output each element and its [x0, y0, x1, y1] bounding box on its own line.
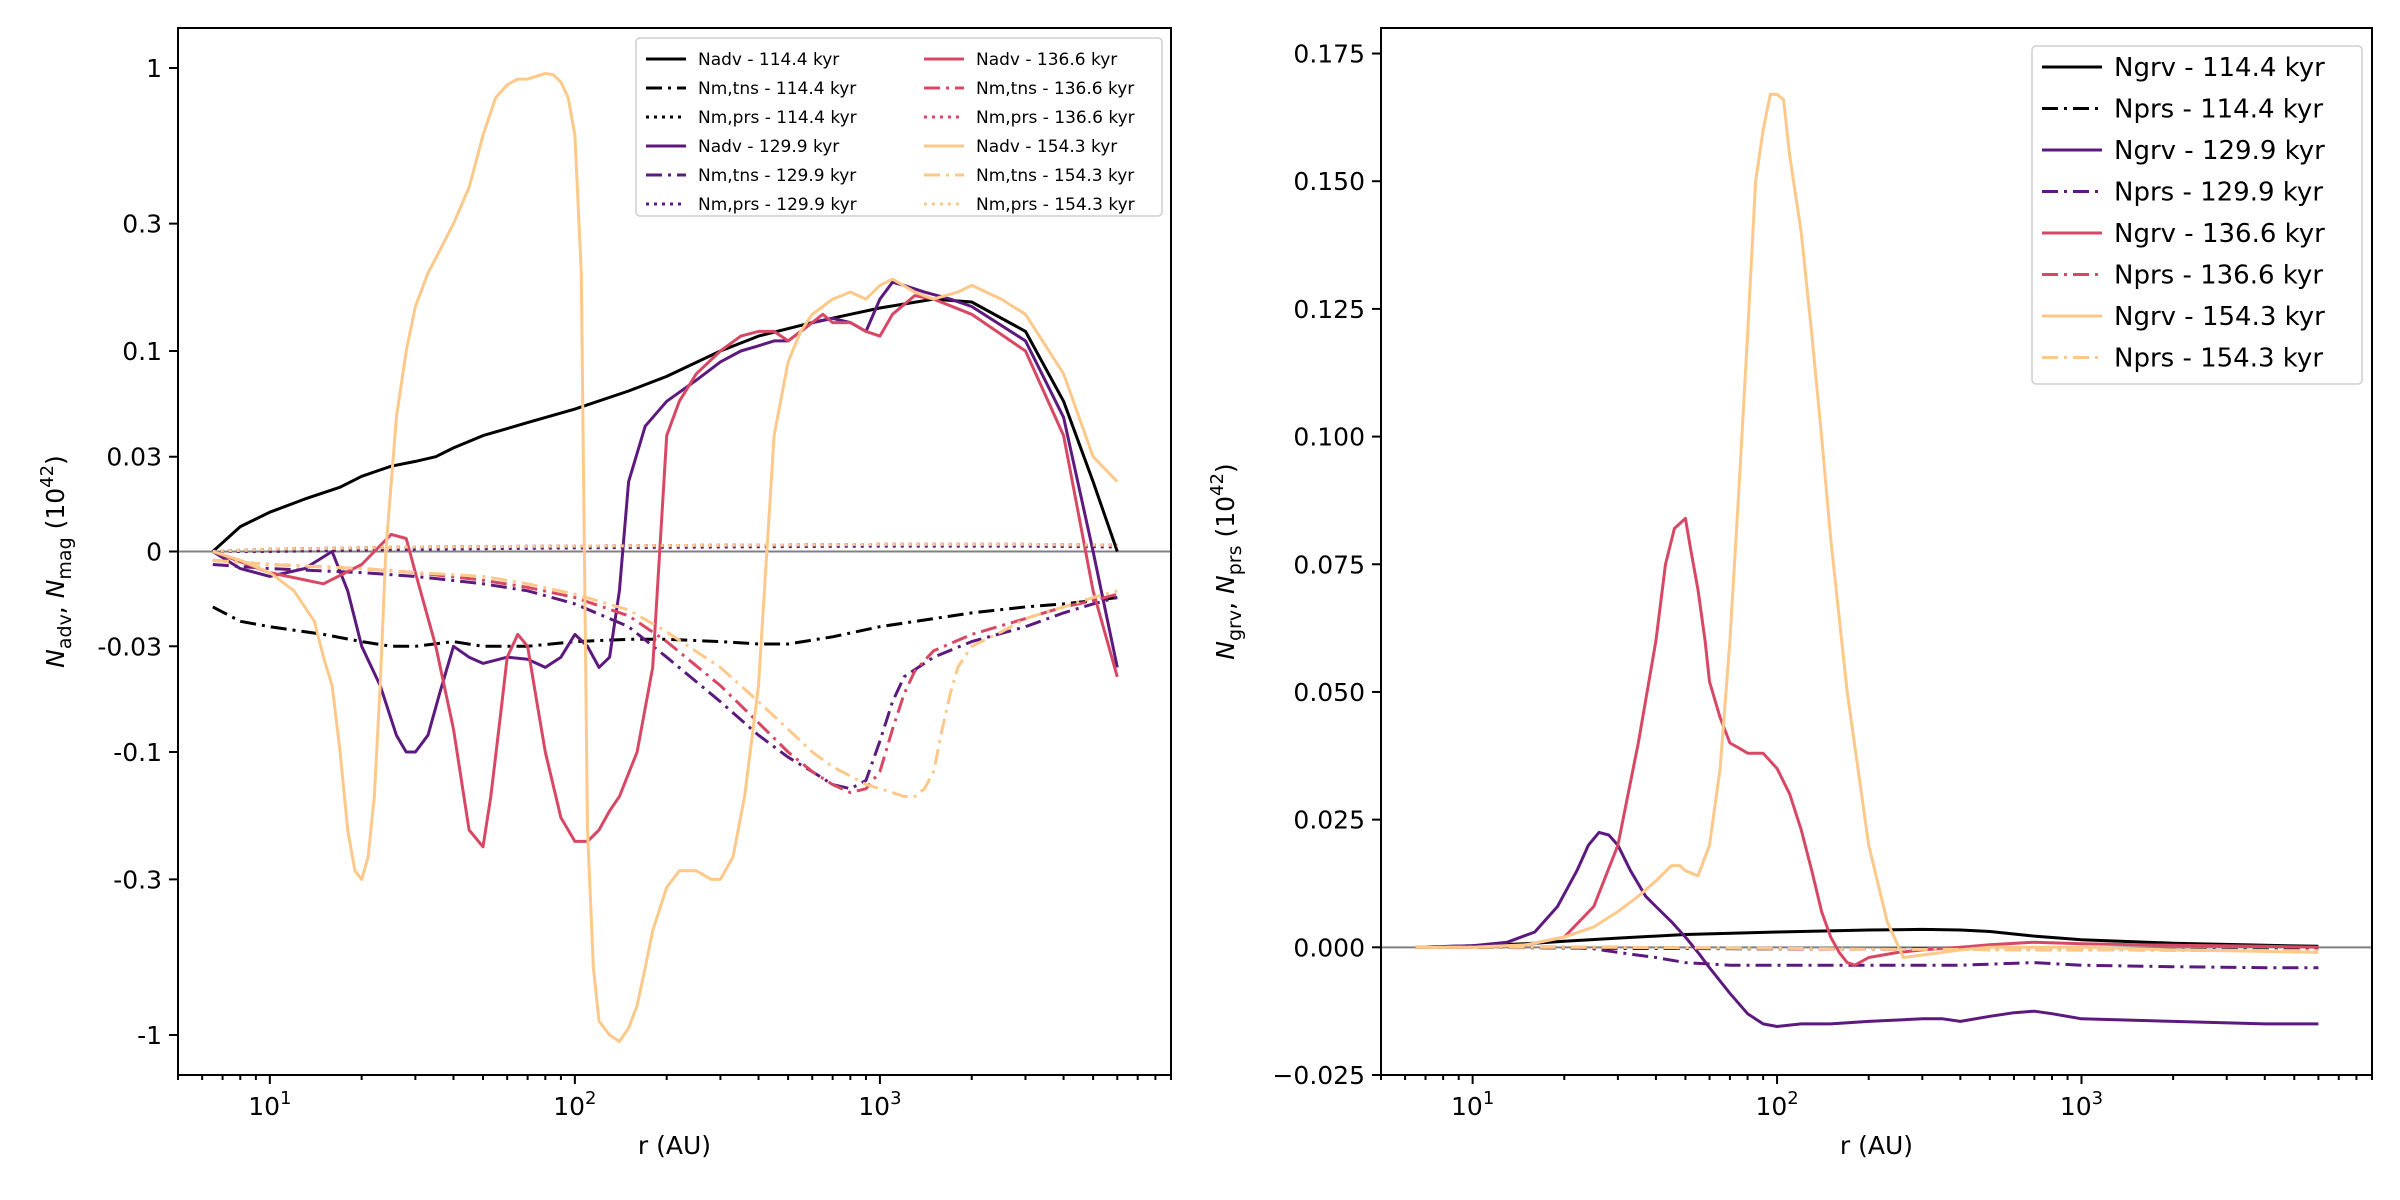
legend-label-nprs-136-6-kyr: Nprs - 136.6 kyr [2114, 261, 2323, 291]
legend-item: Nprs - 136.6 kyr [2042, 261, 2323, 291]
legend-item: Nprs - 129.9 kyr [2042, 178, 2323, 208]
left-series-group [211, 71, 1119, 1043]
y-tick-label: 0.175 [1293, 40, 1365, 69]
legend-item: Nadv - 129.9 kyr [646, 137, 839, 157]
y-tick-label: 0.025 [1293, 806, 1365, 835]
legend-item: Ngrv - 114.4 kyr [2042, 53, 2325, 83]
series-line-nadv-154-3-kyr [212, 71, 1119, 1043]
right-axes-frame [1380, 27, 2373, 1076]
y-tick-label: −0.025 [1272, 1061, 1365, 1090]
legend-label-nm-prs-129-9-kyr: Nm,prs - 129.9 kyr [698, 195, 857, 215]
legend-label-nm-prs-154-3-kyr: Nm,prs - 154.3 kyr [976, 195, 1135, 215]
legend-item: Nm,prs - 114.4 kyr [646, 108, 857, 128]
y-tick-label: 0.03 [106, 443, 162, 472]
y-tick-label: 0.100 [1293, 423, 1365, 452]
legend-label-nprs-114-4-kyr: Nprs - 114.4 kyr [2114, 95, 2323, 125]
y-tick-label: 0.3 [122, 210, 162, 239]
left-y-axis-title: Nadv, Nmag (1042) [37, 455, 76, 668]
series-line-nm-tns-136-6-kyr [212, 558, 1118, 795]
series-line-nadv-114-4-kyr [211, 297, 1119, 553]
left-legend-box [635, 37, 1163, 217]
legend-label-nadv-129-9-kyr: Nadv - 129.9 kyr [698, 137, 839, 157]
left-panel-adv-mag: 101 102 103 1 0.3 0.1 0.03 0 -0.03 -0.1 -0.3 -1 r (A… [37, 27, 1172, 1160]
legend-label-ngrv-136-6-kyr: Ngrv - 136.6 kyr [2114, 219, 2325, 249]
y-tick-label: 0.000 [1293, 933, 1365, 962]
series-line-ngrv-129-9-kyr [1415, 830, 2319, 1028]
legend-label-nprs-129-9-kyr: Nprs - 129.9 kyr [2114, 178, 2323, 208]
series-line-ngrv-154-3-kyr [1415, 92, 2319, 959]
x-tick-label-100: 102 [553, 1088, 596, 1121]
legend-label-nprs-154-3-kyr: Nprs - 154.3 kyr [2114, 344, 2323, 374]
right-y-axis-title: Ngrv, Nprs (1042) [1207, 463, 1246, 659]
y-tick-label: 0.1 [122, 337, 162, 366]
series-line-nm-prs-129-9-kyr [212, 544, 1118, 553]
legend-item: Nadv - 154.3 kyr [924, 137, 1117, 157]
legend-item: Ngrv - 129.9 kyr [2042, 136, 2325, 166]
legend-item: Nprs - 154.3 kyr [2042, 344, 2323, 374]
legend-item: Ngrv - 136.6 kyr [2042, 219, 2325, 249]
legend-label-nm-tns-136-6-kyr: Nm,tns - 136.6 kyr [976, 79, 1134, 99]
x-tick-label-1000: 103 [858, 1088, 901, 1121]
legend-item: Nprs - 114.4 kyr [2042, 95, 2323, 125]
series-line-nm-tns-154-3-kyr [212, 558, 1118, 798]
left-x-axis-title: r (AU) [638, 1131, 711, 1160]
legend-item: Nm,tns - 129.9 kyr [646, 166, 856, 186]
legend-label-ngrv-154-3-kyr: Ngrv - 154.3 kyr [2114, 302, 2325, 332]
y-tick-label: 0.125 [1293, 295, 1365, 324]
legend-item: Nm,tns - 136.6 kyr [924, 79, 1134, 99]
legend-label-nadv-136-6-kyr: Nadv - 136.6 kyr [976, 50, 1117, 70]
legend-label-nm-tns-114-4-kyr: Nm,tns - 114.4 kyr [698, 79, 856, 99]
series-line-ngrv-136-6-kyr [1415, 516, 2319, 967]
series-line-nm-tns-114-4-kyr [212, 596, 1118, 648]
right-panel-grv-prs: 101 102 103 −0.025 0.000 0.025 0.050 0.075 0.100… [1207, 27, 2373, 1160]
series-line-nadv-129-9-kyr [212, 280, 1119, 754]
legend-item: Nm,prs - 129.9 kyr [646, 195, 857, 215]
right-legend: Ngrv - 114.4 kyr Nprs - 114.4 kyr Ngrv - 1… [2031, 45, 2363, 385]
legend-item: Nm,tns - 114.4 kyr [646, 79, 856, 99]
series-line-nprs-154-3-kyr [1415, 945, 2319, 953]
legend-label-nm-tns-154-3-kyr: Nm,tns - 154.3 kyr [976, 166, 1134, 186]
right-legend-box [2031, 45, 2363, 385]
legend-item: Nadv - 114.4 kyr [646, 50, 839, 70]
x-tick-label-1000: 103 [2060, 1088, 2103, 1121]
legend-item: Nm,tns - 154.3 kyr [924, 166, 1134, 186]
legend-label-nadv-154-3-kyr: Nadv - 154.3 kyr [976, 137, 1117, 157]
legend-item: Ngrv - 154.3 kyr [2042, 302, 2325, 332]
y-tick-label: 0 [146, 538, 162, 567]
legend-label-nadv-114-4-kyr: Nadv - 114.4 kyr [698, 50, 839, 70]
y-tick-label: 0.150 [1293, 167, 1365, 196]
series-line-nadv-136-6-kyr [212, 294, 1119, 849]
y-tick-label: 1 [146, 54, 162, 83]
right-x-axis-title: r (AU) [1840, 1131, 1913, 1160]
x-tick-label-10: 101 [248, 1088, 291, 1121]
legend-label-nm-prs-136-6-kyr: Nm,prs - 136.6 kyr [976, 108, 1135, 128]
legend-item: Nm,prs - 136.6 kyr [924, 108, 1135, 128]
legend-item: Nm,prs - 154.3 kyr [924, 195, 1135, 215]
legend-label-ngrv-114-4-kyr: Ngrv - 114.4 kyr [2114, 53, 2325, 83]
legend-label-nm-tns-129-9-kyr: Nm,tns - 129.9 kyr [698, 166, 856, 186]
legend-label-ngrv-129-9-kyr: Ngrv - 129.9 kyr [2114, 136, 2325, 166]
y-tick-label: -0.1 [113, 738, 162, 767]
y-tick-label: -1 [137, 1021, 162, 1050]
x-tick-label-10: 101 [1451, 1088, 1494, 1121]
series-line-nm-prs-154-3-kyr [212, 542, 1118, 553]
x-tick-label-100: 102 [1755, 1088, 1798, 1121]
right-series-group [1415, 92, 2319, 1028]
legend-label-nm-prs-114-4-kyr: Nm,prs - 114.4 kyr [698, 108, 857, 128]
left-legend: Nadv - 114.4 kyr Nm,tns - 114.4 kyr Nm,prs… [635, 37, 1163, 217]
y-tick-label: -0.3 [113, 865, 162, 894]
y-tick-label: -0.03 [97, 632, 162, 661]
legend-item: Nadv - 136.6 kyr [924, 50, 1117, 70]
y-tick-label: 0.075 [1293, 550, 1365, 579]
y-tick-label: 0.050 [1293, 678, 1365, 707]
